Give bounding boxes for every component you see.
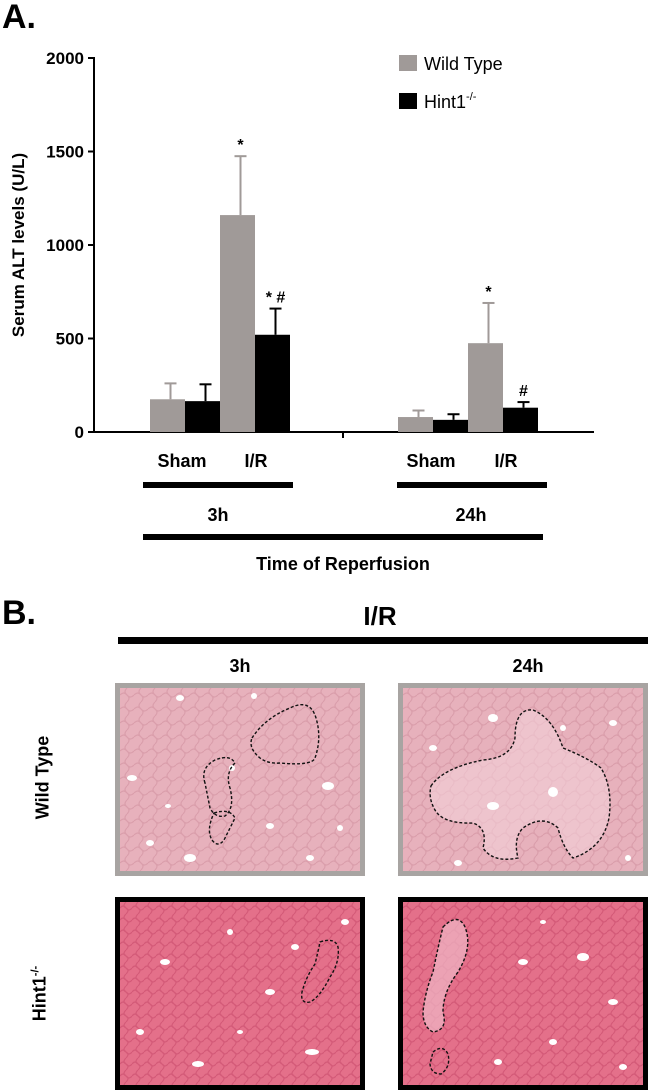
y-axis-title: Serum ALT levels (U/L): [9, 153, 28, 337]
legend-label-hint1: Hint1-/-: [424, 91, 477, 112]
y-axis: 0 500 1000 1500 2000: [46, 49, 95, 442]
significance-mark-3: #: [519, 383, 528, 400]
y-tick-label-1000: 1000: [46, 236, 84, 255]
legend-label-wild-type: Wild Type: [424, 54, 503, 74]
bar-hint1-3: [503, 407, 538, 432]
time-label-24h: 24h: [455, 505, 486, 525]
necrosis-outline: [429, 709, 611, 860]
bracket-total: [143, 534, 543, 540]
category-label-sham-24h: Sham: [406, 451, 455, 471]
legend-swatch-wild-type: [399, 55, 417, 71]
bar-wild-type-1: [220, 215, 255, 432]
category-label-ir-24h: I/R: [494, 451, 517, 471]
histology-wild-type-3h: [115, 683, 365, 876]
row-label-wild-type: Wild Type: [32, 735, 53, 820]
y-tick-label-500: 500: [56, 330, 84, 349]
bar-wild-type-0: [150, 399, 185, 432]
bracket-24h: [397, 482, 547, 488]
category-label-sham-3h: Sham: [157, 451, 206, 471]
category-label-ir-3h: I/R: [244, 451, 267, 471]
legend-swatch-hint1: [399, 93, 417, 109]
bar-wild-type-2: [398, 417, 433, 432]
x-axis-title: Time of Reperfusion: [256, 554, 430, 574]
alt-bar-chart: Serum ALT levels (U/L) 0500100015002000 …: [9, 49, 594, 574]
necrosis-outline: [300, 939, 340, 1003]
bracket-3h: [143, 482, 293, 488]
annotations: * * # * #: [237, 137, 528, 400]
necrosis-outline: [203, 756, 236, 818]
bar-wild-type-3: [468, 343, 503, 432]
y-tick-label-0: 0: [75, 423, 84, 442]
histology-wild-type-24h: [398, 683, 648, 876]
bar-hint1-1: [255, 334, 290, 432]
panel-b-label: B.: [2, 594, 36, 632]
histology-hint1-24h: [398, 897, 648, 1090]
panel-a-label: A.: [2, 0, 36, 36]
column-label-3h: 3h: [229, 656, 251, 676]
column-label-24h: 24h: [512, 656, 544, 676]
bars: [150, 155, 538, 432]
significance-mark-1: * #: [266, 290, 286, 307]
bar-hint1-0: [185, 401, 220, 432]
row-label-hint1: Hint1-/-: [29, 965, 50, 1022]
y-tick-label-1500: 1500: [46, 143, 84, 162]
significance-mark-0: *: [237, 137, 244, 154]
panel-b-header: I/R: [363, 601, 397, 631]
bar-hint1-2: [433, 419, 468, 432]
y-tick-label-2000: 2000: [46, 49, 84, 68]
significance-mark-2: *: [485, 284, 492, 301]
panel-b-header-bar: [118, 637, 648, 644]
necrosis-outline: [422, 918, 469, 1033]
histology-hint1-3h: [115, 897, 365, 1090]
time-label-3h: 3h: [207, 505, 228, 525]
